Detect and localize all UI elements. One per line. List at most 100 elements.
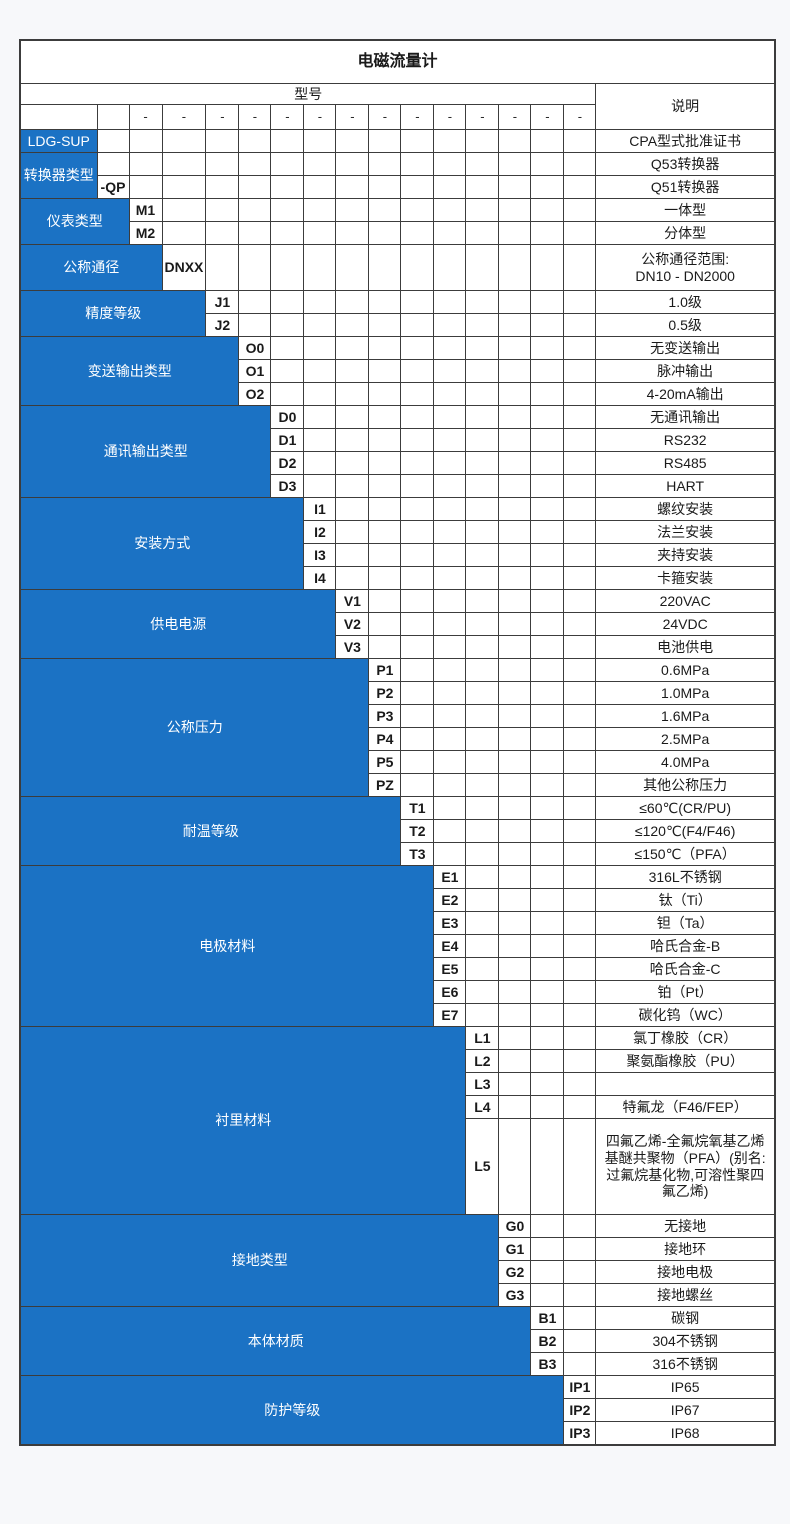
empty-cell [498, 980, 532, 1004]
empty-cell [205, 175, 240, 199]
empty-cell [433, 474, 467, 498]
table-row-electrode-material-6: E6 铂（Pt） [20, 980, 776, 1004]
table-row-protection-rating-1: 防护等级 IP1 IP65 [19, 1375, 776, 1446]
empty-cell [465, 152, 500, 176]
empty-cell [161, 221, 207, 245]
empty-cell [465, 819, 500, 843]
empty-cell [161, 175, 207, 199]
description-column-header: 说明 [595, 83, 776, 130]
installation-type-description-cell: 卡箍安装 [595, 566, 776, 590]
empty-cell [498, 290, 532, 314]
group-label-installation-type: 安装方式 [19, 497, 305, 590]
empty-cell [530, 405, 565, 429]
power-supply-code-cell: V1 [335, 589, 370, 613]
group-label-nominal-diameter: 公称通径 [19, 244, 163, 291]
group-label-meter-type: 仪表类型 [19, 198, 130, 245]
empty-cell [368, 244, 402, 291]
empty-cell [128, 175, 163, 199]
transmitter-output-type-code-cell: O2 [238, 382, 272, 406]
nominal-pressure-code-cell: PZ [368, 773, 402, 797]
empty-cell [303, 313, 337, 337]
electrode-material-code-cell: E5 [433, 957, 467, 981]
protection-rating-code-cell: IP3 [563, 1421, 597, 1446]
nominal-diameter-code-cell: DNXX [161, 244, 207, 291]
table-row-meter-type-2: M2 分体型 [20, 221, 776, 245]
installation-type-code-cell: I4 [303, 566, 337, 590]
group-label-nominal-pressure: 公称压力 [19, 658, 370, 797]
table-row-converter-type-2: -QP Q51转换器 [20, 175, 776, 199]
table-row-nominal-pressure-2: P2 1.0MPa [20, 681, 776, 705]
empty-cell [400, 198, 435, 222]
nominal-pressure-code-cell: P5 [368, 750, 402, 774]
empty-cell [498, 198, 532, 222]
nominal-pressure-code-cell: P1 [368, 658, 402, 682]
empty-cell [498, 1095, 532, 1119]
grounding-type-code-cell: G1 [498, 1237, 532, 1261]
table-row-power-supply-3: V3 电池供电 [20, 635, 776, 659]
empty-cell [530, 175, 565, 199]
separator-dash-cell: - [303, 104, 337, 130]
empty-cell [563, 1237, 597, 1261]
table-row-installation-type-2: I2 法兰安装 [20, 520, 776, 544]
empty-cell [368, 129, 402, 153]
empty-cell [563, 773, 597, 797]
empty-cell [530, 704, 565, 728]
empty-cell [368, 382, 402, 406]
table-row-electrode-material-4: E4 哈氏合金-B [20, 934, 776, 958]
empty-cell [530, 336, 565, 360]
empty-cell [238, 221, 272, 245]
empty-cell [335, 543, 370, 567]
electrode-material-code-cell: E2 [433, 888, 467, 912]
empty-cell [335, 405, 370, 429]
table-row-grounding-type-1: 接地类型 G0 无接地 [19, 1214, 776, 1307]
empty-cell [563, 957, 597, 981]
table-row-temperature-rating-1: 耐温等级 T1 ≤60℃(CR/PU) [19, 796, 776, 866]
empty-cell [433, 704, 467, 728]
empty-cell [530, 911, 565, 935]
empty-cell [433, 405, 467, 429]
empty-cell [530, 842, 565, 866]
table-row-protection-rating-3: IP3 IP68 [20, 1421, 776, 1446]
empty-cell [530, 566, 565, 590]
empty-cell [433, 819, 467, 843]
series-code-description-cell: CPA型式批准证书 [595, 129, 776, 153]
grounding-type-code-cell: G3 [498, 1283, 532, 1307]
empty-cell [368, 543, 402, 567]
grounding-type-description-cell: 无接地 [595, 1214, 776, 1238]
installation-type-description-cell: 螺纹安装 [595, 497, 776, 521]
body-material-description-cell: 316不锈钢 [595, 1352, 776, 1376]
group-label-power-supply: 供电电源 [19, 589, 337, 659]
nominal-pressure-description-cell: 1.6MPa [595, 704, 776, 728]
empty-cell [238, 152, 272, 176]
table-row-power-supply-1: 供电电源 V1 220VAC [19, 589, 776, 659]
empty-cell [498, 313, 532, 337]
empty-cell [335, 290, 370, 314]
empty-cell [368, 359, 402, 383]
empty-cell [433, 129, 467, 153]
protection-rating-code-cell: IP2 [563, 1398, 597, 1422]
empty-cell [368, 566, 402, 590]
empty-cell [205, 152, 240, 176]
empty-cell [530, 1260, 565, 1284]
installation-type-code-cell: I1 [303, 497, 337, 521]
empty-cell [563, 727, 597, 751]
empty-cell [563, 681, 597, 705]
empty-cell [563, 589, 597, 613]
empty-cell [530, 497, 565, 521]
empty-cell [335, 359, 370, 383]
empty-cell [498, 957, 532, 981]
electrode-material-description-cell: 钽（Ta） [595, 911, 776, 935]
table-row-nominal-diameter: 公称通径 DNXX 公称通径范围: DN10 - DN2000 [19, 244, 776, 291]
empty-cell [303, 336, 337, 360]
empty-cell [563, 1003, 597, 1027]
group-label-series-code: LDG-SUP [19, 129, 98, 153]
empty-cell [433, 658, 467, 682]
table-row-body-material-3: B3 316不锈钢 [20, 1352, 776, 1376]
separator-dash-cell: - [465, 104, 500, 130]
empty-cell [530, 589, 565, 613]
separator-dash-cell: - [368, 104, 402, 130]
empty-cell [303, 428, 337, 452]
power-supply-code-cell: V3 [335, 635, 370, 659]
empty-cell [161, 198, 207, 222]
